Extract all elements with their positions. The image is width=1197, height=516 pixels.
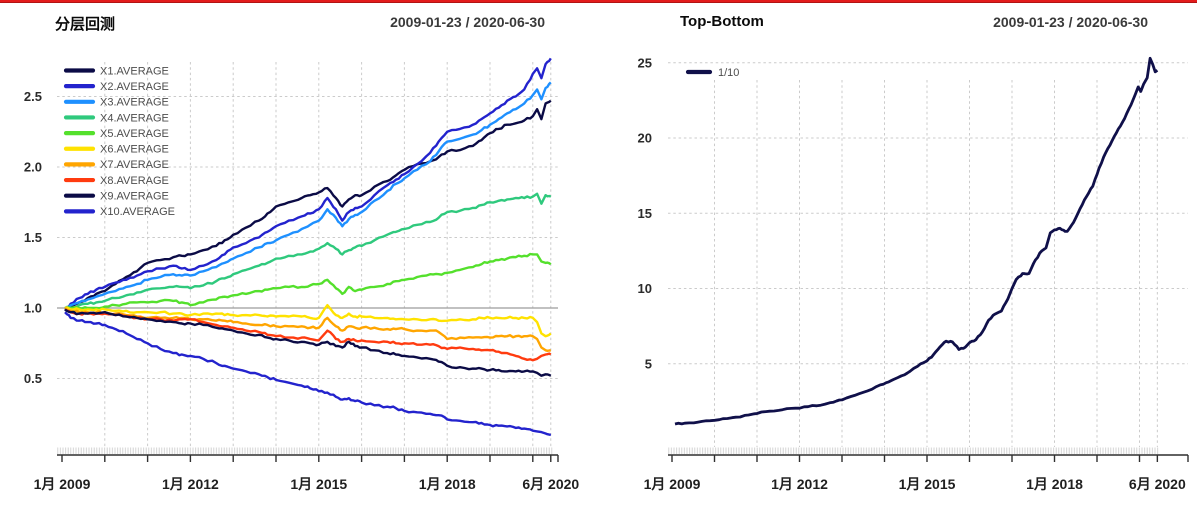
y-tick-label: 1.5 bbox=[24, 230, 42, 245]
x-tick-label: 6月 2020 bbox=[522, 476, 579, 492]
legend-label: X2.AVERAGE bbox=[100, 81, 169, 93]
minor-ticks-strip bbox=[668, 447, 1160, 454]
series-line-X9.AVERAGE bbox=[64, 308, 552, 377]
legend-label: X10.AVERAGE bbox=[100, 206, 175, 218]
series-line-X4.AVERAGE bbox=[64, 192, 552, 310]
y-tick-label: 5 bbox=[645, 356, 652, 371]
left-chart-title: 分层回测 bbox=[55, 16, 116, 33]
legend-label: X5.AVERAGE bbox=[100, 128, 169, 140]
series-line-X8.AVERAGE bbox=[64, 308, 552, 362]
x-tick-label: 1月 2018 bbox=[1026, 476, 1083, 492]
y-tick-label: 2.5 bbox=[24, 89, 42, 104]
series-line-1/10 bbox=[674, 56, 1159, 426]
top-red-border bbox=[0, 0, 1197, 3]
x-tick-label: 1月 2012 bbox=[771, 476, 828, 492]
y-tick-label: 15 bbox=[638, 206, 652, 221]
right-chart-date-range: 2009-01-23 / 2020-06-30 bbox=[993, 14, 1148, 30]
x-tick-label: 1月 2012 bbox=[162, 476, 219, 492]
x-tick-label: 1月 2015 bbox=[899, 476, 956, 492]
series-line-X5.AVERAGE bbox=[64, 252, 552, 310]
y-tick-label: 25 bbox=[638, 55, 652, 70]
legend-label: X8.AVERAGE bbox=[100, 175, 169, 187]
legend-label: X1.AVERAGE bbox=[100, 65, 169, 77]
y-tick-label: 2.0 bbox=[24, 160, 42, 175]
minor-ticks-strip bbox=[57, 447, 553, 454]
right-chart-title: Top-Bottom bbox=[680, 13, 764, 30]
series-line-X1.AVERAGE bbox=[64, 99, 552, 310]
legend-label: X7.AVERAGE bbox=[100, 159, 169, 171]
y-tick-label: 0.5 bbox=[24, 371, 42, 386]
series-line-X10.AVERAGE bbox=[64, 311, 552, 437]
series-line-X3.AVERAGE bbox=[64, 81, 552, 312]
legend-label: X9.AVERAGE bbox=[100, 191, 169, 203]
series-line-X6.AVERAGE bbox=[64, 304, 552, 338]
y-tick-label: 1.0 bbox=[24, 301, 42, 316]
x-tick-label: 1月 2009 bbox=[644, 476, 701, 492]
x-tick-label: 6月 2020 bbox=[1129, 476, 1186, 492]
legend-label: X6.AVERAGE bbox=[100, 144, 169, 156]
legend-label: 1/10 bbox=[718, 67, 739, 79]
legend-label: X4.AVERAGE bbox=[100, 112, 169, 124]
y-tick-label: 10 bbox=[638, 281, 652, 296]
series-line-X2.AVERAGE bbox=[64, 57, 552, 312]
series-line-X7.AVERAGE bbox=[64, 307, 551, 352]
legend-label: X3.AVERAGE bbox=[100, 97, 169, 109]
x-tick-label: 1月 2018 bbox=[419, 476, 476, 492]
left-chart-date-range: 2009-01-23 / 2020-06-30 bbox=[390, 14, 545, 30]
x-tick-label: 1月 2009 bbox=[34, 476, 91, 492]
x-tick-label: 1月 2015 bbox=[290, 476, 347, 492]
y-tick-label: 20 bbox=[638, 131, 652, 146]
